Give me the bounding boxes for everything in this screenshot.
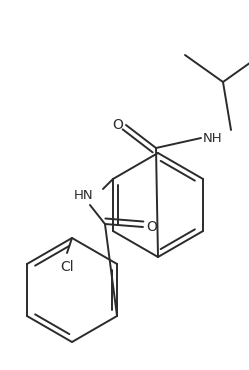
Text: O: O bbox=[146, 220, 157, 234]
Text: Cl: Cl bbox=[60, 260, 74, 274]
Text: O: O bbox=[112, 118, 123, 132]
Text: NH: NH bbox=[203, 131, 223, 145]
Text: HN: HN bbox=[73, 188, 93, 202]
